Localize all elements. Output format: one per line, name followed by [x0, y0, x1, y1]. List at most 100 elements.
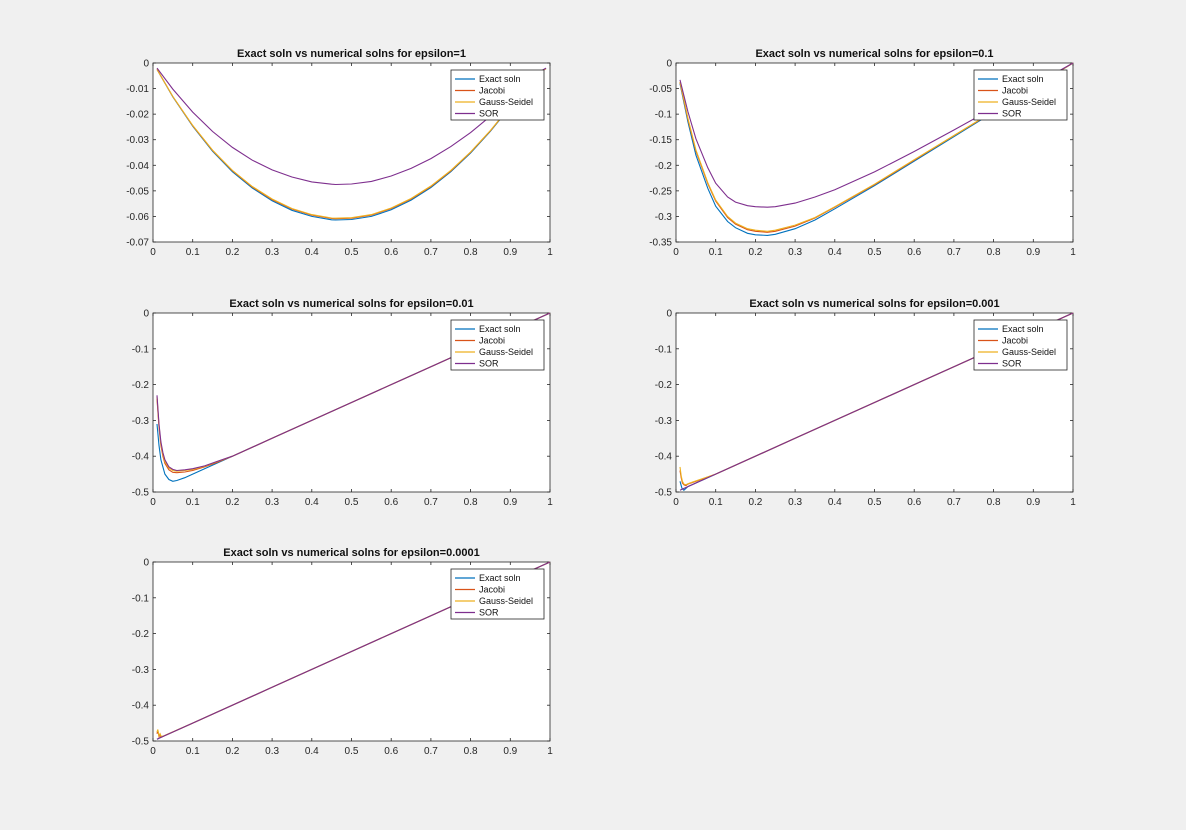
x-tick-label: 0.2: [225, 746, 239, 757]
x-tick-label: 0.6: [907, 247, 921, 258]
x-tick-label: 0.3: [265, 247, 279, 258]
x-tick-label: 0.2: [748, 497, 762, 508]
y-tick-label: 0: [143, 309, 149, 320]
x-tick-label: 1: [547, 746, 553, 757]
x-tick-label: 1: [547, 497, 553, 508]
legend-entry: Exact soln: [1002, 74, 1044, 84]
x-tick-label: 0: [673, 497, 679, 508]
y-tick-label: -0.1: [655, 344, 673, 355]
x-tick-label: 0.2: [748, 247, 762, 258]
x-tick-label: 0.9: [503, 746, 517, 757]
y-tick-label: -0.4: [655, 452, 673, 463]
x-tick-label: 0.5: [868, 497, 882, 508]
y-tick-label: -0.3: [655, 212, 673, 223]
x-tick-label: 0.6: [384, 247, 398, 258]
y-tick-label: -0.03: [126, 135, 149, 146]
x-tick-label: 0.1: [709, 247, 723, 258]
x-tick-label: 1: [547, 247, 553, 258]
x-tick-label: 0.6: [384, 746, 398, 757]
series-line-exact-soln: [679, 62, 1074, 236]
x-tick-label: 0.1: [186, 247, 200, 258]
subplot-5: Exact soln vs numerical solns for epsilo…: [132, 547, 553, 757]
y-tick-label: 0: [143, 558, 149, 569]
y-tick-label: -0.4: [132, 452, 150, 463]
series-line-gauss-seidel: [679, 62, 1074, 232]
legend-entry: SOR: [479, 608, 499, 618]
legend-entry: Jacobi: [479, 86, 505, 96]
x-tick-label: 0.3: [788, 247, 802, 258]
y-tick-label: -0.4: [132, 701, 150, 712]
legend-box: [450, 319, 545, 371]
x-tick-label: 0.3: [265, 497, 279, 508]
legend-entry: Gauss-Seidel: [1002, 347, 1056, 357]
x-tick-label: 0.1: [186, 746, 200, 757]
x-tick-label: 0.9: [503, 497, 517, 508]
y-tick-label: -0.06: [126, 212, 149, 223]
y-tick-label: -0.1: [132, 344, 150, 355]
y-tick-label: -0.5: [655, 488, 673, 499]
y-tick-label: -0.02: [126, 110, 149, 121]
x-tick-label: 0.8: [987, 497, 1001, 508]
legend-entry: Exact soln: [479, 324, 521, 334]
chart-title: Exact soln vs numerical solns for epsilo…: [229, 298, 473, 310]
x-tick-label: 0: [150, 746, 156, 757]
x-tick-label: 0.7: [947, 247, 961, 258]
subplot-4: Exact soln vs numerical solns for epsilo…: [655, 298, 1076, 508]
subplot-1: Exact soln vs numerical solns for epsilo…: [126, 48, 553, 258]
x-tick-label: 0.5: [868, 247, 882, 258]
y-tick-label: -0.2: [655, 161, 673, 172]
chart-title: Exact soln vs numerical solns for epsilo…: [223, 547, 479, 559]
y-tick-label: -0.05: [649, 84, 672, 95]
legend-entry: Exact soln: [479, 74, 521, 84]
x-tick-label: 0.1: [709, 497, 723, 508]
legend-entry: Gauss-Seidel: [479, 347, 533, 357]
subplot-3: Exact soln vs numerical solns for epsilo…: [132, 298, 553, 508]
legend-box: [450, 568, 545, 620]
x-tick-label: 1: [1070, 247, 1076, 258]
y-tick-label: 0: [143, 59, 149, 70]
x-tick-label: 0.4: [305, 497, 319, 508]
x-tick-label: 0.1: [186, 497, 200, 508]
legend-entry: Jacobi: [479, 585, 505, 595]
x-tick-label: 0.8: [464, 497, 478, 508]
x-tick-label: 1: [1070, 497, 1076, 508]
series-line-sor: [156, 67, 547, 186]
x-tick-label: 0.4: [305, 746, 319, 757]
x-tick-label: 0.8: [987, 247, 1001, 258]
chart-title: Exact soln vs numerical solns for epsilo…: [755, 48, 993, 60]
x-tick-label: 0: [150, 247, 156, 258]
x-tick-label: 0.9: [1026, 497, 1040, 508]
y-tick-label: -0.04: [126, 161, 149, 172]
subplot-2: Exact soln vs numerical solns for epsilo…: [649, 48, 1076, 258]
legend-box: [450, 69, 545, 121]
legend-entry: SOR: [1002, 359, 1022, 369]
legend-entry: SOR: [479, 359, 499, 369]
legend-entry: Jacobi: [479, 336, 505, 346]
x-tick-label: 0.7: [947, 497, 961, 508]
x-tick-label: 0.3: [265, 746, 279, 757]
legend-entry: SOR: [479, 109, 499, 119]
legend-entry: Gauss-Seidel: [1002, 97, 1056, 107]
legend-box: [973, 69, 1068, 121]
y-tick-label: -0.15: [649, 135, 672, 146]
y-tick-label: -0.1: [655, 110, 673, 121]
y-tick-label: -0.07: [126, 238, 149, 249]
legend-entry: Jacobi: [1002, 86, 1028, 96]
legend-entry: Exact soln: [479, 573, 521, 583]
x-tick-label: 0.5: [345, 497, 359, 508]
legend-entry: Gauss-Seidel: [479, 97, 533, 107]
series-line-gauss-seidel: [156, 68, 547, 219]
x-tick-label: 0.9: [1026, 247, 1040, 258]
y-tick-label: -0.25: [649, 186, 672, 197]
x-tick-label: 0.6: [384, 497, 398, 508]
y-tick-label: -0.2: [132, 380, 150, 391]
y-tick-label: -0.5: [132, 488, 150, 499]
x-tick-label: 0.7: [424, 746, 438, 757]
y-tick-label: -0.3: [132, 416, 150, 427]
y-tick-label: -0.01: [126, 84, 149, 95]
x-tick-label: 0.8: [464, 247, 478, 258]
y-tick-label: -0.1: [132, 593, 150, 604]
